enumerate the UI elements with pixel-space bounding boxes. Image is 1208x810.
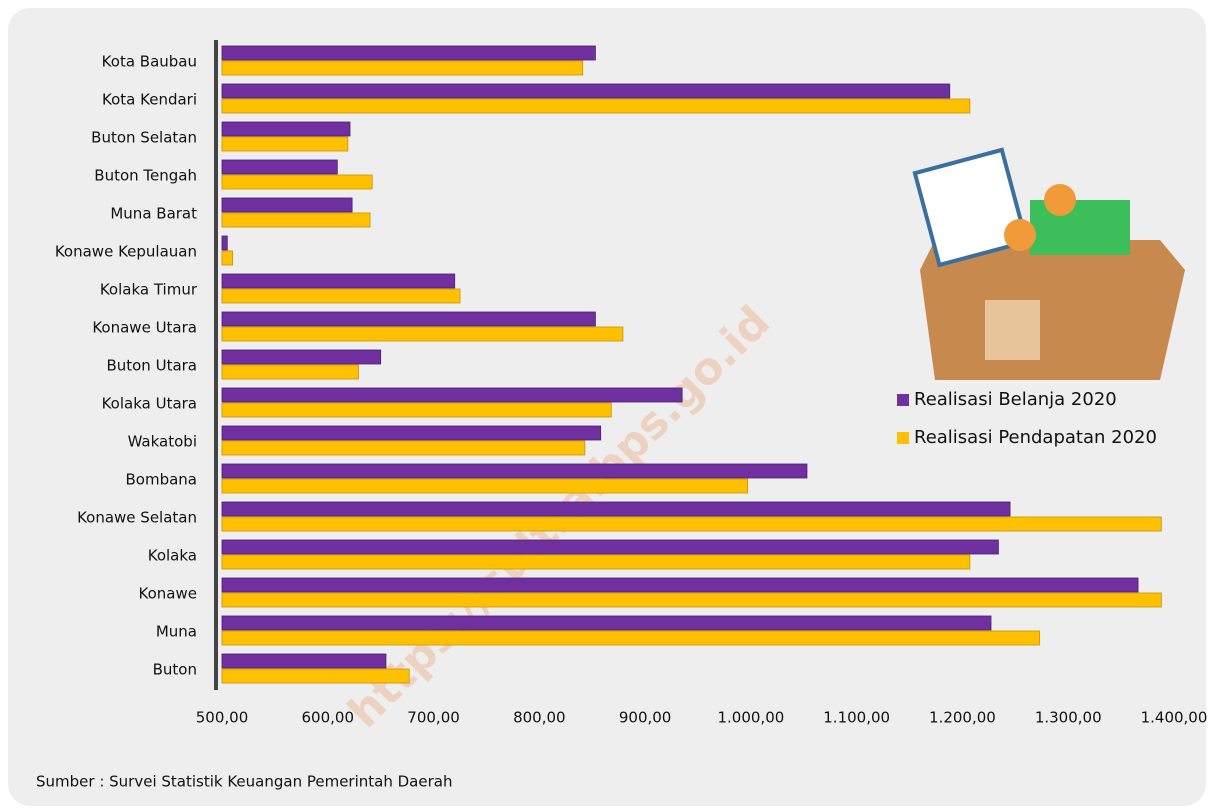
bar [221,60,584,76]
x-tick-label: 1.300,00 [1035,709,1102,727]
bar [221,577,1139,593]
bar [221,273,456,289]
bar [221,197,353,213]
y-tick-label: Kolaka Utara [102,395,197,413]
legend-swatch [897,432,909,444]
x-tick-label: 1.000,00 [717,709,784,727]
y-tick-label: Konawe [139,585,197,603]
y-tick-label: Bombana [126,471,198,489]
x-tick-label: 800,00 [513,709,566,727]
y-tick-label: Kota Kendari [102,91,197,109]
y-tick-label: Wakatobi [128,433,197,451]
bar [221,592,1162,608]
bar [221,554,971,570]
bar [221,121,351,137]
bar [221,288,461,304]
bar [221,174,373,190]
bar [221,463,808,479]
y-tick-label: Kolaka Timur [100,281,198,299]
bar [221,159,338,175]
bar [221,440,586,456]
bar [221,630,1041,646]
bar [221,98,971,114]
bar [221,501,1011,517]
bar [221,136,349,152]
bar [221,45,596,61]
x-tick-label: 500,00 [196,709,249,727]
bar [221,478,749,494]
legend-label: Realisasi Pendapatan 2020 [914,427,1157,448]
y-tick-label: Buton Selatan [91,129,197,147]
bar [221,615,992,631]
y-tick-label: Buton Tengah [94,167,197,185]
bar [221,364,359,380]
legend-label: Realisasi Belanja 2020 [914,389,1117,410]
bar [221,326,624,342]
bar [221,402,612,418]
illustration [912,147,1185,380]
y-tick-label: Konawe Kepulauan [55,243,197,261]
bar [221,83,951,99]
y-tick-label: Buton [153,661,197,679]
bar [221,212,371,228]
bar [221,516,1162,532]
source-note: Sumber : Survei Statistik Keuangan Pemer… [36,773,452,791]
x-tick-label: 900,00 [619,709,672,727]
bar [221,250,233,266]
bar [221,349,382,365]
bar [221,653,387,669]
x-tick-label: 1.400,00 [1141,709,1208,727]
bar [221,668,410,684]
y-tick-label: Buton Utara [106,357,197,375]
bar [221,235,228,251]
x-tick-label: 1.200,00 [929,709,996,727]
x-tick-label: 600,00 [302,709,355,727]
y-tick-label: Muna [156,623,197,641]
y-tick-label: Konawe Selatan [77,509,197,527]
bar [221,387,683,403]
bar [221,425,602,441]
x-tick-label: 700,00 [407,709,460,727]
y-tick-label: Kolaka [148,547,197,565]
y-tick-label: Konawe Utara [92,319,197,337]
y-tick-label: Muna Barat [110,205,197,223]
bar [221,311,596,327]
legend-swatch [897,394,909,406]
y-tick-label: Kota Baubau [102,53,197,71]
bar [221,539,999,555]
x-tick-label: 1.100,00 [823,709,890,727]
